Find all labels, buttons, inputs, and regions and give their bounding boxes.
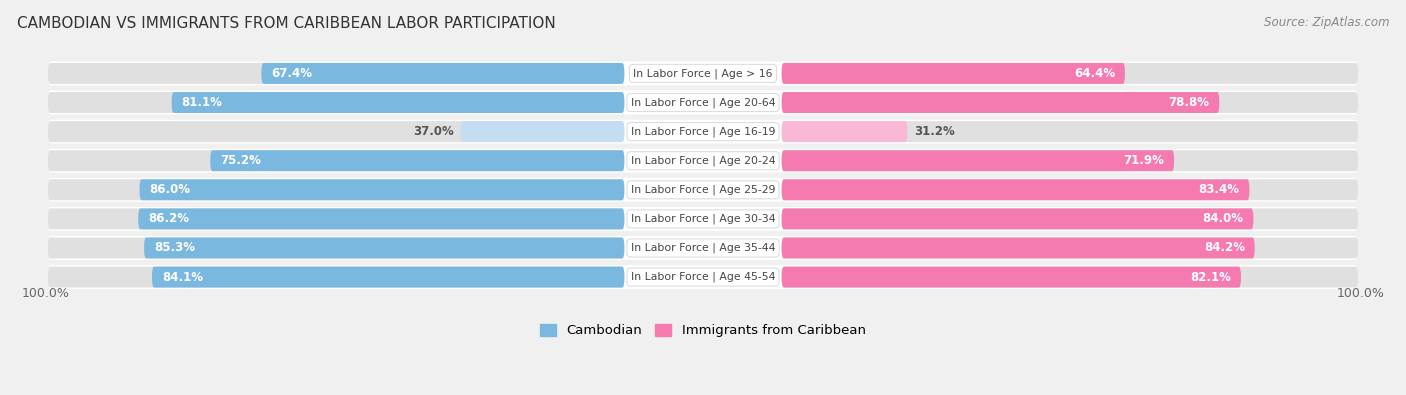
FancyBboxPatch shape [782, 209, 1253, 229]
FancyBboxPatch shape [782, 63, 1125, 84]
Text: 64.4%: 64.4% [1074, 67, 1115, 80]
FancyBboxPatch shape [782, 237, 1358, 258]
FancyBboxPatch shape [48, 150, 624, 171]
Text: In Labor Force | Age > 16: In Labor Force | Age > 16 [633, 68, 773, 79]
FancyBboxPatch shape [48, 265, 1358, 289]
FancyBboxPatch shape [782, 267, 1358, 288]
FancyBboxPatch shape [782, 209, 1358, 229]
FancyBboxPatch shape [782, 179, 1358, 200]
Text: 75.2%: 75.2% [221, 154, 262, 167]
FancyBboxPatch shape [211, 150, 624, 171]
FancyBboxPatch shape [48, 178, 1358, 202]
Text: 84.1%: 84.1% [162, 271, 202, 284]
Text: 82.1%: 82.1% [1191, 271, 1232, 284]
Text: 100.0%: 100.0% [21, 288, 69, 301]
FancyBboxPatch shape [782, 179, 1250, 200]
FancyBboxPatch shape [48, 149, 1358, 173]
FancyBboxPatch shape [782, 267, 1241, 288]
Text: 85.3%: 85.3% [153, 241, 195, 254]
Text: 86.0%: 86.0% [149, 183, 190, 196]
FancyBboxPatch shape [782, 150, 1358, 171]
FancyBboxPatch shape [48, 237, 624, 258]
FancyBboxPatch shape [48, 236, 1358, 260]
FancyBboxPatch shape [48, 92, 624, 113]
FancyBboxPatch shape [172, 92, 624, 113]
FancyBboxPatch shape [782, 121, 1358, 142]
Text: 86.2%: 86.2% [148, 213, 188, 226]
Text: In Labor Force | Age 30-34: In Labor Force | Age 30-34 [631, 214, 775, 224]
Text: In Labor Force | Age 25-29: In Labor Force | Age 25-29 [631, 184, 775, 195]
Text: 100.0%: 100.0% [1337, 288, 1385, 301]
Text: 37.0%: 37.0% [413, 125, 454, 138]
FancyBboxPatch shape [461, 121, 624, 142]
FancyBboxPatch shape [782, 150, 1174, 171]
FancyBboxPatch shape [48, 121, 624, 142]
Text: In Labor Force | Age 20-64: In Labor Force | Age 20-64 [631, 97, 775, 108]
FancyBboxPatch shape [48, 209, 624, 229]
FancyBboxPatch shape [48, 179, 624, 200]
FancyBboxPatch shape [152, 267, 624, 288]
Text: In Labor Force | Age 35-44: In Labor Force | Age 35-44 [631, 243, 775, 253]
Text: In Labor Force | Age 20-24: In Labor Force | Age 20-24 [631, 156, 775, 166]
Text: In Labor Force | Age 16-19: In Labor Force | Age 16-19 [631, 126, 775, 137]
Text: 71.9%: 71.9% [1123, 154, 1164, 167]
FancyBboxPatch shape [48, 63, 624, 84]
Text: CAMBODIAN VS IMMIGRANTS FROM CARIBBEAN LABOR PARTICIPATION: CAMBODIAN VS IMMIGRANTS FROM CARIBBEAN L… [17, 16, 555, 31]
Text: In Labor Force | Age 45-54: In Labor Force | Age 45-54 [631, 272, 775, 282]
FancyBboxPatch shape [139, 179, 624, 200]
FancyBboxPatch shape [48, 120, 1358, 143]
Legend: Cambodian, Immigrants from Caribbean: Cambodian, Immigrants from Caribbean [534, 318, 872, 342]
FancyBboxPatch shape [138, 209, 624, 229]
FancyBboxPatch shape [782, 92, 1219, 113]
FancyBboxPatch shape [782, 237, 1254, 258]
FancyBboxPatch shape [782, 121, 907, 142]
FancyBboxPatch shape [48, 90, 1358, 115]
Text: 31.2%: 31.2% [914, 125, 955, 138]
FancyBboxPatch shape [48, 267, 624, 288]
FancyBboxPatch shape [782, 63, 1358, 84]
Text: Source: ZipAtlas.com: Source: ZipAtlas.com [1264, 16, 1389, 29]
FancyBboxPatch shape [143, 237, 624, 258]
Text: 81.1%: 81.1% [181, 96, 222, 109]
Text: 84.2%: 84.2% [1204, 241, 1244, 254]
FancyBboxPatch shape [262, 63, 624, 84]
FancyBboxPatch shape [782, 92, 1358, 113]
FancyBboxPatch shape [48, 62, 1358, 85]
Text: 78.8%: 78.8% [1168, 96, 1209, 109]
Text: 84.0%: 84.0% [1202, 213, 1243, 226]
Text: 83.4%: 83.4% [1199, 183, 1240, 196]
Text: 67.4%: 67.4% [271, 67, 312, 80]
FancyBboxPatch shape [48, 207, 1358, 231]
